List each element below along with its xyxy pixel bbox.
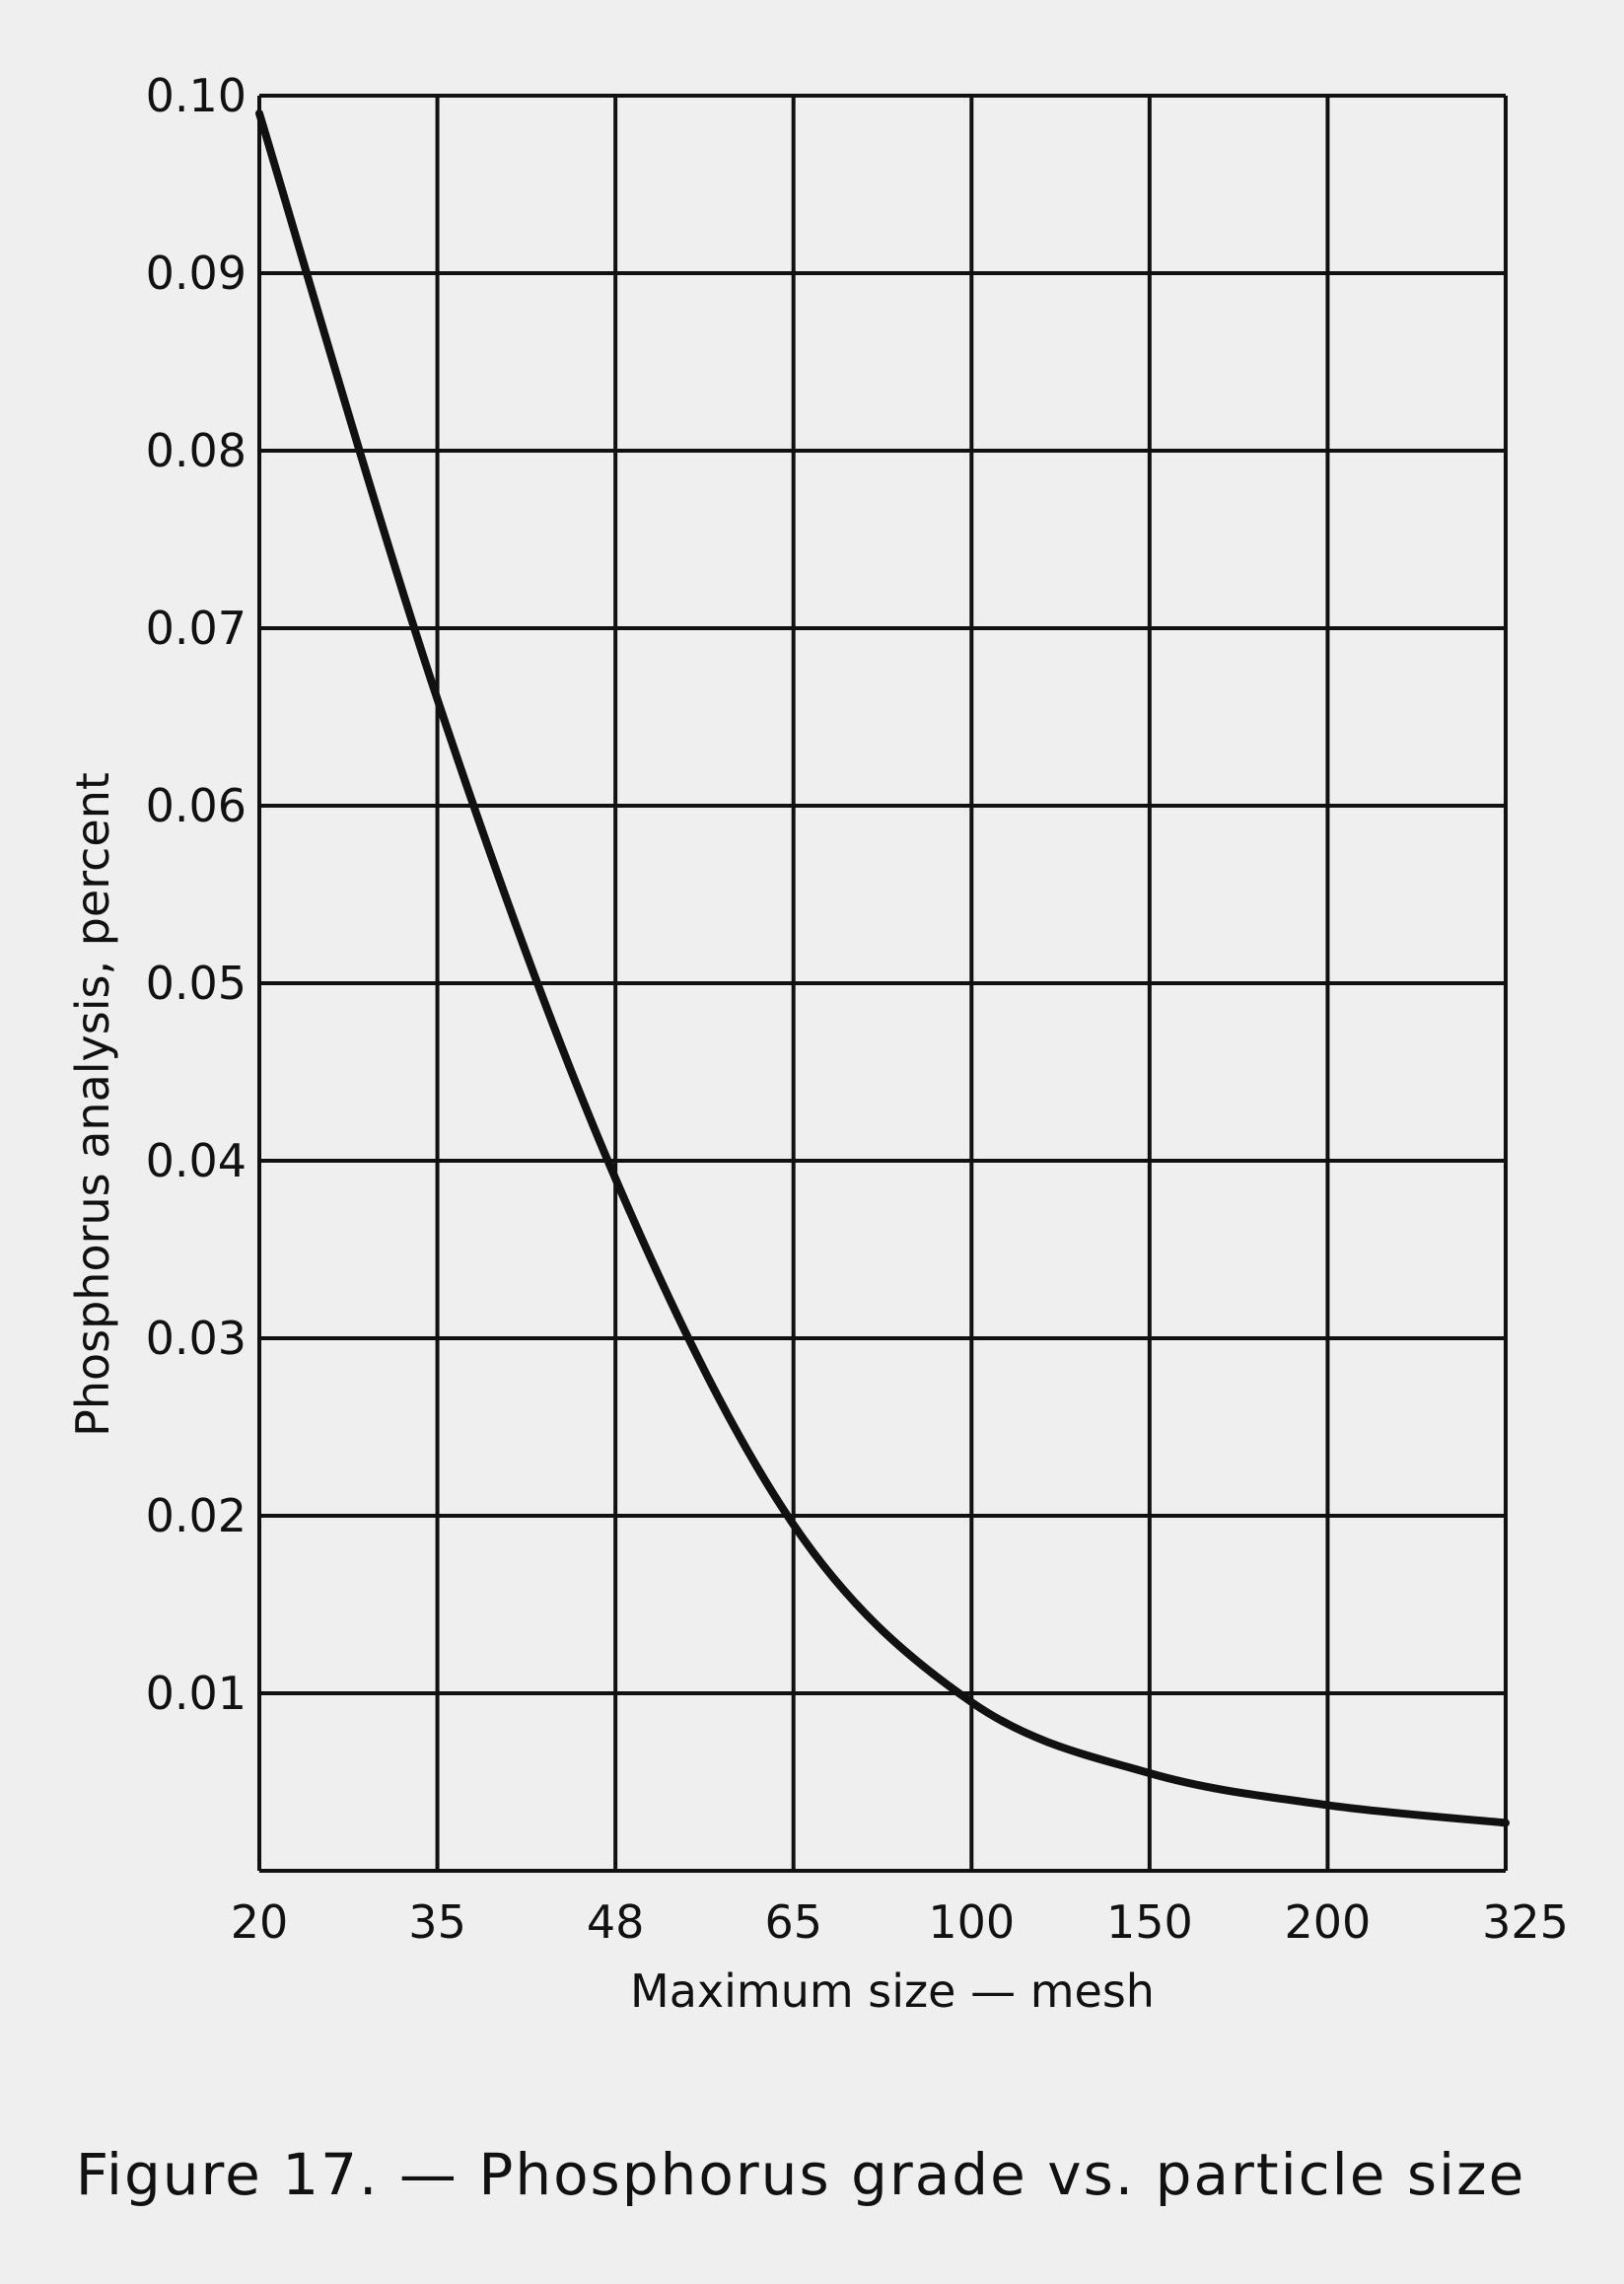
- x-tick-label: 48: [587, 1895, 645, 1949]
- y-tick-label: 0.07: [146, 602, 247, 655]
- y-tick-label: 0.01: [146, 1667, 247, 1720]
- series-line: [255, 109, 1510, 1827]
- x-axis-label: Maximum size — mesh: [630, 1964, 1155, 2018]
- y-tick-labels: 0.01 0.02 0.03 0.04 0.05 0.06 0.07 0.08 0.09 0.10: [146, 69, 247, 1720]
- x-tick-label: 200: [1285, 1895, 1372, 1949]
- grid: [257, 94, 1508, 1873]
- x-tick-label: 150: [1106, 1895, 1193, 1949]
- y-tick-label: 0.10: [146, 69, 247, 122]
- y-tick-label: 0.03: [146, 1312, 247, 1365]
- x-tick-label: 325: [1482, 1895, 1569, 1949]
- x-tick-label: 20: [231, 1895, 289, 1949]
- y-tick-label: 0.09: [146, 247, 247, 300]
- y-tick-label: 0.08: [146, 424, 247, 477]
- x-tick-label: 35: [408, 1895, 466, 1949]
- y-tick-label: 0.05: [146, 957, 247, 1010]
- x-tick-label: 65: [764, 1895, 822, 1949]
- x-tick-label: 100: [928, 1895, 1015, 1949]
- y-tick-label: 0.06: [146, 779, 247, 832]
- figure-caption: Figure 17. — Phosphorus grade vs. partic…: [76, 2141, 1526, 2208]
- y-tick-label: 0.04: [146, 1134, 247, 1187]
- series-layer: [255, 109, 1510, 1827]
- y-axis-label: Phosphorus analysis, percent: [66, 772, 119, 1437]
- y-tick-label: 0.02: [146, 1489, 247, 1542]
- x-tick-labels: 20 35 48 65 100 150 200 325: [231, 1895, 1569, 1949]
